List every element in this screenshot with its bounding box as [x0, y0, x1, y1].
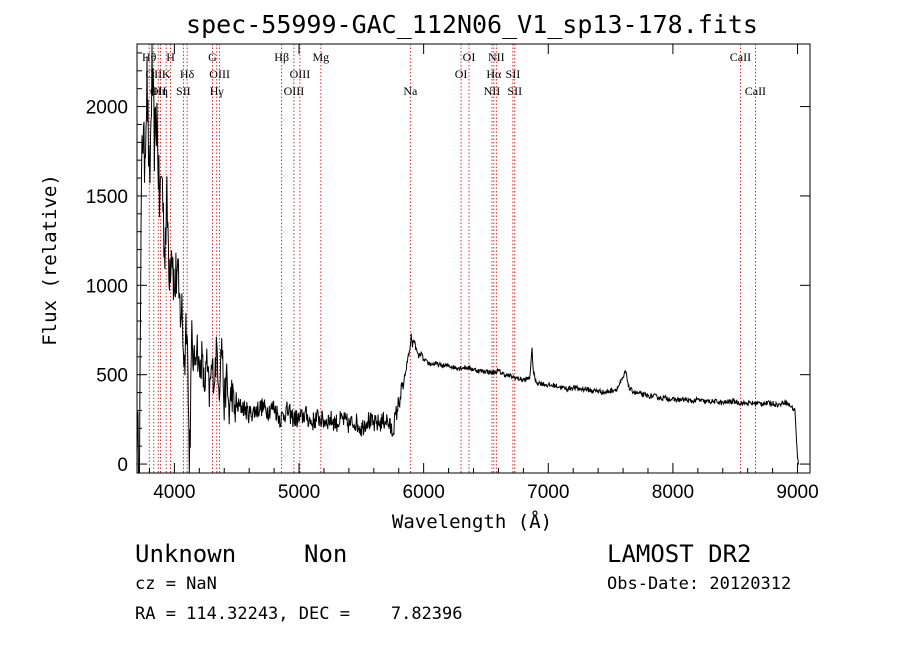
y-tick-label: 1500 — [86, 187, 128, 208]
y-tick-label: 0 — [117, 455, 128, 476]
spectral-line-label: Hδ — [180, 67, 195, 81]
spectral-line-label: Hγ — [210, 84, 225, 98]
spectrum-series-line — [136, 44, 799, 474]
spectral-line-label: SII — [506, 67, 521, 81]
y-tick-label: 500 — [96, 366, 128, 387]
spectral-line-label: CaII — [745, 84, 766, 98]
spectral-line-label: CaII — [730, 50, 751, 64]
spectral-line-label: Hθ — [142, 50, 157, 64]
spectral-line-label: Mg — [312, 50, 329, 64]
x-tick-label: 4000 — [153, 482, 195, 503]
x-tick-label: 9000 — [776, 482, 818, 503]
coordinates: RA = 114.32243, DEC = 7.82396 — [135, 604, 463, 624]
x-tick-label: 5000 — [278, 482, 320, 503]
spectral-line-label: OI — [455, 67, 468, 81]
redshift-cz: cz = NaN — [135, 574, 217, 594]
y-tick-label: 2000 — [86, 98, 128, 119]
spectral-line-label: OIII — [209, 67, 230, 81]
x-tick-label: 8000 — [652, 482, 694, 503]
spectral-line-label: NII — [484, 84, 501, 98]
y-axis-label: Flux (relative) — [39, 174, 61, 346]
spectral-line-label: Hα — [486, 67, 502, 81]
chart-title: spec-55999-GAC_112N06_V1_sp13-178.fits — [186, 10, 758, 39]
spectral-line-label: Na — [403, 84, 418, 98]
spectral-line-label: NII — [488, 50, 505, 64]
spectral-line-label: K — [162, 67, 171, 81]
object-class: Unknown — [135, 540, 237, 568]
spectral-line-label: OII — [145, 67, 162, 81]
spectral-line-label: Hβ — [274, 50, 289, 64]
x-tick-label: 6000 — [403, 482, 445, 503]
spectral-line-label: G — [208, 50, 217, 64]
spectral-line-label: SII — [176, 84, 191, 98]
spectral-line-label: OIII — [290, 67, 311, 81]
observation-date: Obs-Date: 20120312 — [607, 574, 792, 594]
object-subclass: Non — [304, 540, 348, 568]
spectral-line-label: SII — [507, 84, 522, 98]
spectral-line-label: Hη — [153, 84, 168, 98]
spectral-line-label: H — [166, 50, 175, 64]
survey-name: LAMOST DR2 — [607, 540, 752, 568]
spectral-line-label: OI — [463, 50, 476, 64]
x-axis-label: Wavelength (Å) — [392, 510, 552, 533]
x-tick-label: 7000 — [527, 482, 569, 503]
plot-frame — [136, 43, 811, 474]
y-tick-label: 1000 — [86, 276, 128, 297]
spectral-line-label: OIII — [284, 84, 305, 98]
